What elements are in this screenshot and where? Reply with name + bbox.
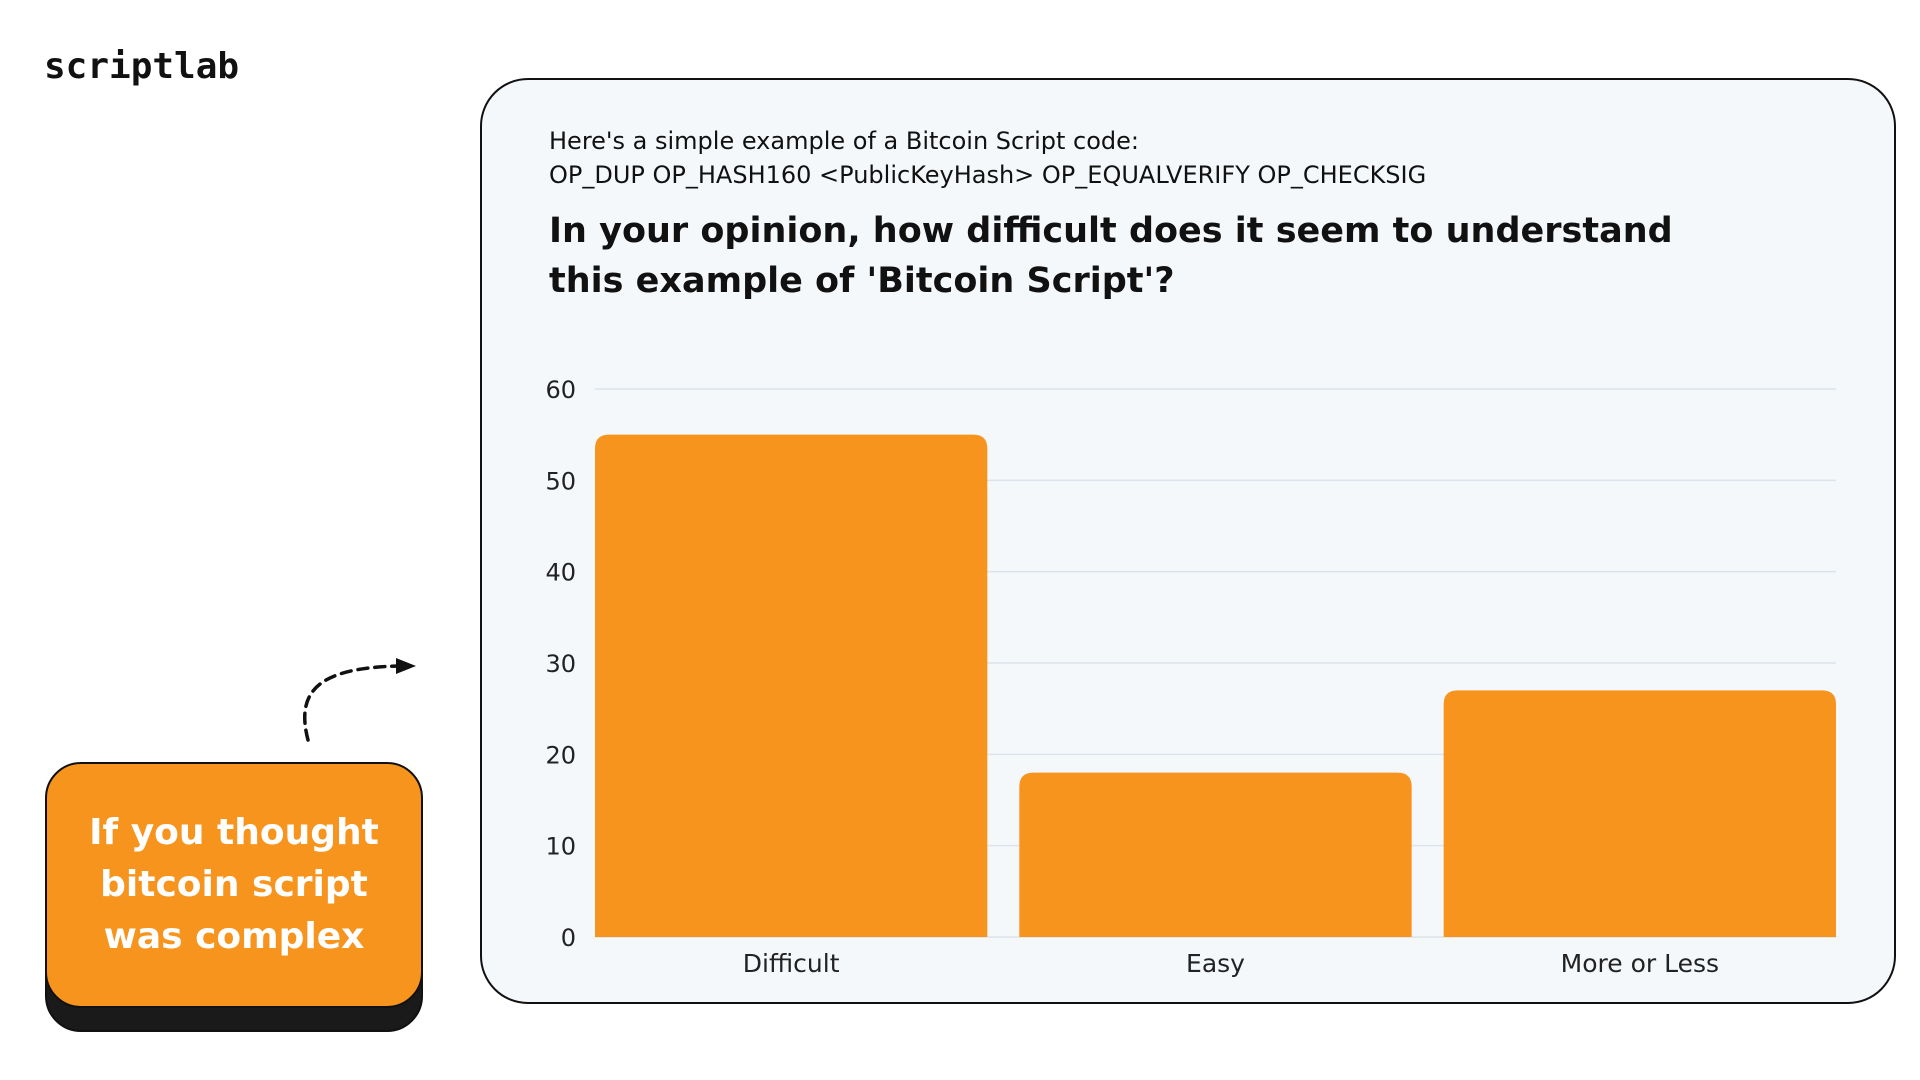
x-category-label: Easy bbox=[1186, 949, 1245, 978]
x-category-label: More or Less bbox=[1561, 949, 1719, 978]
y-tick-label: 40 bbox=[545, 559, 576, 587]
bar-easy bbox=[1019, 772, 1412, 937]
bar-chart: 0 10 20 30 40 50 60 Difficult Easy More or Less bbox=[545, 376, 1836, 978]
callout-line-1: If you thought bbox=[89, 812, 379, 853]
y-tick-label: 30 bbox=[545, 650, 576, 678]
y-tick-label: 10 bbox=[545, 833, 576, 861]
intro-text: Here's a simple example of a Bitcoin Scr… bbox=[549, 124, 1426, 192]
dashed-arrow-icon bbox=[303, 658, 416, 742]
y-tick-label: 60 bbox=[545, 376, 576, 404]
x-category-label: Difficult bbox=[743, 949, 840, 978]
y-tick-label: 0 bbox=[561, 924, 576, 952]
code-example: OP_DUP OP_HASH160 <PublicKeyHash> OP_EQU… bbox=[549, 161, 1427, 189]
callout-line-3: was complex bbox=[103, 916, 365, 957]
callout-text: If you thought bitcoin script was comple… bbox=[89, 807, 379, 963]
logo-text: scriptlab bbox=[44, 46, 240, 87]
bar-more-or-less bbox=[1443, 690, 1836, 937]
question-line-2: this example of 'Bitcoin Script'? bbox=[549, 261, 1175, 301]
y-tick-label: 20 bbox=[545, 741, 576, 769]
callout-line-2: bitcoin script bbox=[100, 864, 368, 905]
scriptlab-logo: scriptlab bbox=[44, 46, 239, 87]
bar-difficult bbox=[595, 434, 988, 937]
intro-line-1: Here's a simple example of a Bitcoin Scr… bbox=[549, 127, 1139, 155]
callout-box: If you thought bitcoin script was comple… bbox=[45, 762, 423, 1008]
y-tick-label: 50 bbox=[545, 467, 576, 495]
survey-question: In your opinion, how difficult does it s… bbox=[549, 206, 1699, 306]
question-line-1: In your opinion, how difficult does it s… bbox=[549, 211, 1673, 251]
